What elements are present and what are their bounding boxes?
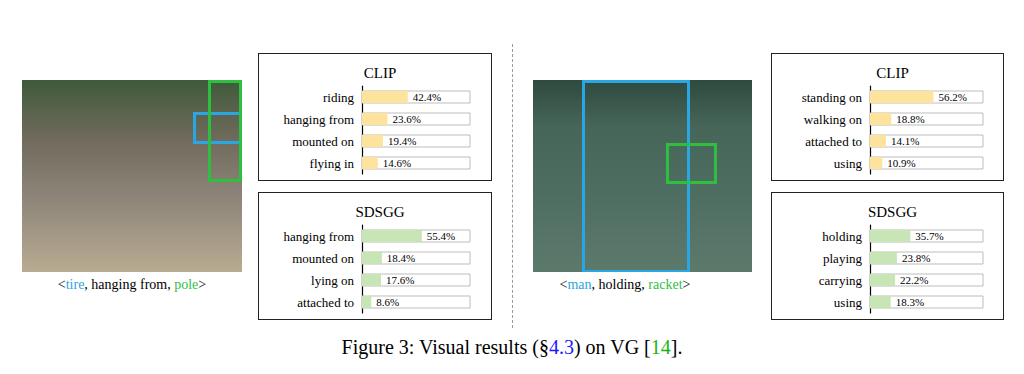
svg-text:attached to: attached to [297,295,354,310]
svg-text:14.1%: 14.1% [891,135,919,147]
svg-text:17.6%: 17.6% [386,274,414,286]
svg-text:42.4%: 42.4% [413,91,441,103]
svg-text:holding: holding [822,229,862,244]
svg-text:10.9%: 10.9% [887,157,915,169]
svg-text:riding: riding [323,90,355,105]
svg-text:23.6%: 23.6% [392,113,420,125]
svg-text:mounted on: mounted on [292,134,354,149]
html-text:< man, holding, racket >: < man, holding, racket > [559,277,691,292]
svg-text:hanging from: hanging from [284,229,354,244]
svg-text:attached to: attached to [805,134,862,149]
svg-text:walking on: walking on [804,112,863,127]
svg-text:CLIP: CLIP [876,65,909,81]
svg-text:8.6%: 8.6% [376,296,399,308]
svg-text:55.4%: 55.4% [427,230,455,242]
html-text:Figure 3: Visual results (§ 4.: Figure 3: Visual results (§ 4.3) on VG [… [341,336,683,358]
svg-text:mounted on: mounted on [292,251,354,266]
svg-text:18.8%: 18.8% [896,113,924,125]
svg-text:56.2%: 56.2% [939,91,967,103]
svg-text:hanging from: hanging from [284,112,354,127]
svg-text:playing: playing [823,251,862,266]
svg-text:lying on: lying on [311,273,354,288]
svg-text:carrying: carrying [819,273,863,288]
svg-text:CLIP: CLIP [364,65,397,81]
svg-text:22.2%: 22.2% [900,274,928,286]
svg-text:18.3%: 18.3% [896,296,924,308]
svg-text:SDSGG: SDSGG [355,204,404,220]
svg-text:SDSGG: SDSGG [868,204,917,220]
svg-text:using: using [834,295,863,310]
svg-text:23.8%: 23.8% [902,252,930,264]
svg-text:standing on: standing on [802,90,863,105]
svg-text:using: using [834,156,863,171]
svg-text:flying in: flying in [310,156,355,171]
svg-text:19.4%: 19.4% [388,135,416,147]
svg-text:35.7%: 35.7% [915,230,943,242]
html-text:< tire, hanging from, pole >: < tire, hanging from, pole > [57,277,207,292]
svg-text:18.4%: 18.4% [387,252,415,264]
svg-text:14.6%: 14.6% [383,157,411,169]
